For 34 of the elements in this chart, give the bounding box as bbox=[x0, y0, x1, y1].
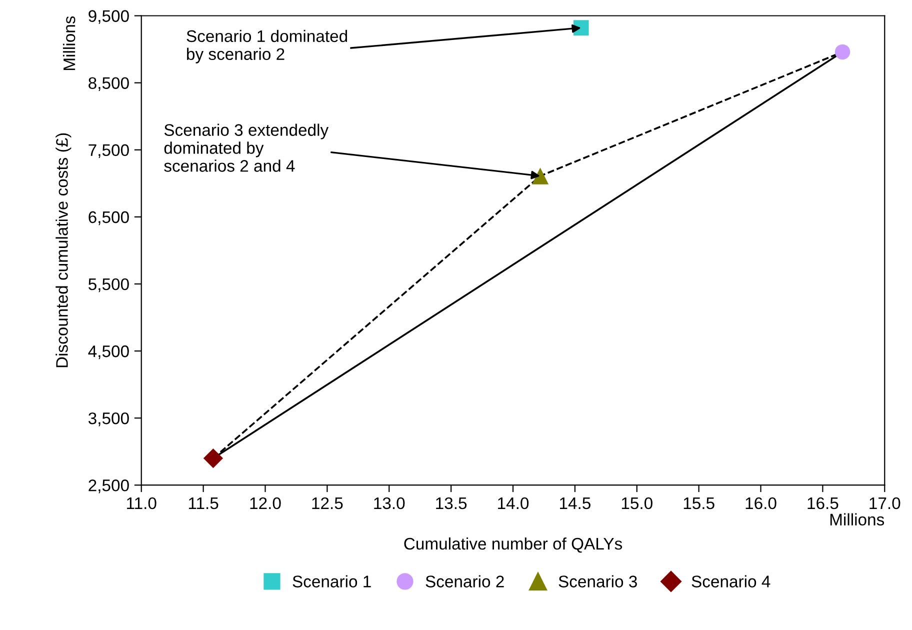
x-tick-label: 11.0 bbox=[127, 497, 156, 510]
y-tick-label: 4,500 bbox=[88, 345, 129, 360]
x-tick-label: 13.0 bbox=[374, 497, 405, 510]
x-tick-label: 17.0 bbox=[870, 497, 900, 510]
annotation: Scenario 1 dominated by scenario 2 bbox=[186, 30, 348, 64]
y-tick-label: 6,500 bbox=[88, 211, 129, 226]
y-tick-label: 9,500 bbox=[88, 10, 129, 24]
x-tick-label: 12.0 bbox=[250, 497, 281, 510]
legend-label: Scenario 4 bbox=[692, 575, 770, 588]
legend-label: Scenario 1 bbox=[292, 575, 371, 588]
point bbox=[532, 168, 549, 184]
annotation: Scenario 3 extendedly dominated by scenarios 2 and 4 bbox=[164, 124, 329, 172]
point bbox=[834, 44, 850, 60]
y-axis-title: Discounted cumulative costs (£) bbox=[56, 133, 72, 368]
y-tick-label: 2,500 bbox=[88, 480, 129, 494]
x-tick-label: 14.5 bbox=[560, 498, 590, 510]
x-axis-title: Cumulative number of QALYs bbox=[404, 537, 622, 553]
x-tick-label: 14.0 bbox=[498, 497, 529, 510]
point bbox=[203, 448, 224, 468]
x-tick-label: 16.5 bbox=[808, 497, 838, 510]
text: Millions bbox=[830, 513, 884, 526]
x-tick-label: 13.5 bbox=[436, 497, 467, 510]
y-tick-label: 7,500 bbox=[88, 144, 129, 158]
legend-label: Scenario 3 bbox=[558, 575, 637, 588]
x-tick-label: 11.5 bbox=[188, 498, 218, 510]
x-tick-label: 15.0 bbox=[622, 497, 652, 510]
y-tick-label: 3,500 bbox=[88, 412, 129, 426]
y-tick-label: 8,500 bbox=[88, 77, 129, 91]
text: Millions bbox=[62, 16, 76, 70]
x-tick-label: 12.5 bbox=[312, 497, 343, 510]
x-tick-label: 16.0 bbox=[746, 497, 776, 510]
legend-label: Scenario 2 bbox=[426, 575, 504, 588]
y-tick-label: 5,500 bbox=[88, 278, 129, 292]
x-tick-label: 15.5 bbox=[684, 498, 714, 510]
